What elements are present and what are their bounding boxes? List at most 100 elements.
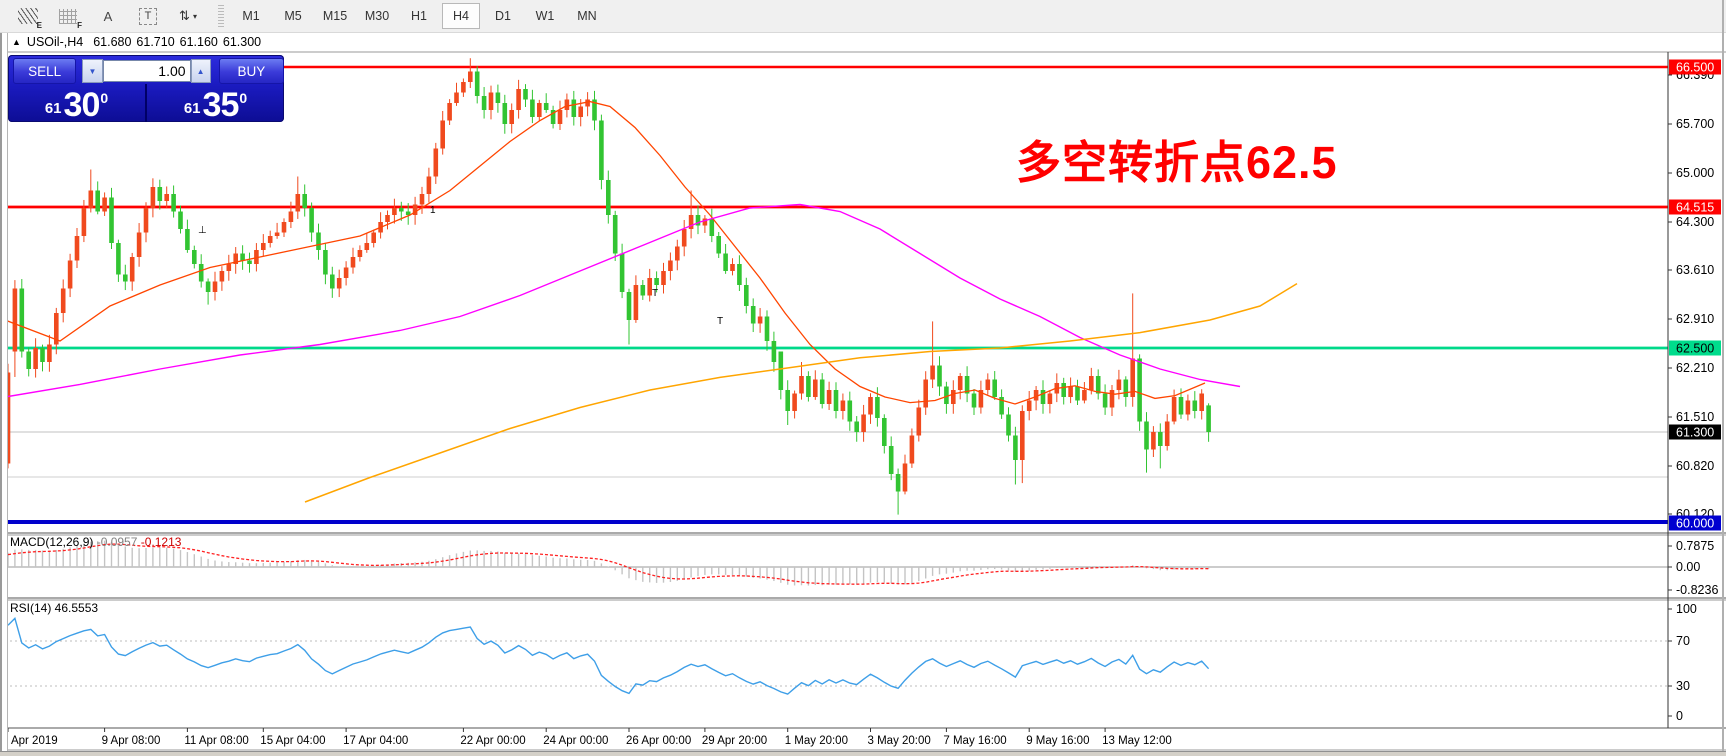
macd-scale-label: 0.00 bbox=[1676, 560, 1700, 574]
price-badge bbox=[1669, 340, 1721, 356]
textbox-icon[interactable]: T bbox=[134, 3, 162, 29]
sell-button[interactable]: SELL bbox=[13, 58, 77, 84]
candle-body bbox=[488, 92, 494, 110]
timeframe-H4[interactable]: H4 bbox=[442, 3, 480, 29]
ma-mid-magenta bbox=[5, 203, 1241, 398]
candle-body bbox=[688, 215, 694, 229]
volume-input[interactable] bbox=[102, 60, 191, 82]
candle-body bbox=[481, 96, 487, 110]
candle-body bbox=[385, 215, 390, 222]
candle-body bbox=[357, 250, 363, 257]
timeframe-M30[interactable]: M30 bbox=[364, 9, 390, 23]
candle-body bbox=[1116, 379, 1122, 390]
candle-body bbox=[875, 397, 880, 418]
candle-body bbox=[336, 278, 342, 289]
candle-body bbox=[840, 400, 846, 411]
buy-price-display[interactable]: 61 35 0 bbox=[147, 84, 284, 122]
price-badge bbox=[1669, 424, 1721, 440]
time-label: 9 Apr 08:00 bbox=[102, 735, 161, 747]
candle-body bbox=[806, 376, 811, 397]
candle-body bbox=[261, 243, 266, 250]
time-label: 11 Apr 08:00 bbox=[184, 735, 248, 747]
candle-body bbox=[930, 365, 935, 380]
candle-body bbox=[854, 421, 859, 432]
candle-body bbox=[1006, 414, 1011, 436]
hatch-e-icon[interactable]: E bbox=[14, 3, 42, 30]
timeframe-MN[interactable]: MN bbox=[577, 9, 597, 23]
chart-title-bar: ▲ USOil-,H4 61.680 61.710 61.160 61.300 bbox=[0, 33, 1726, 51]
volume-decrease-button[interactable]: ▼ bbox=[82, 59, 103, 83]
timeframe-M1[interactable]: M1 bbox=[242, 9, 260, 23]
candle-body bbox=[550, 110, 556, 124]
candle-body bbox=[116, 243, 121, 275]
candle-body bbox=[405, 211, 411, 215]
price-badge bbox=[1669, 59, 1721, 75]
candle-body bbox=[999, 397, 1004, 415]
candle-body bbox=[1013, 435, 1018, 460]
volume-increase-button[interactable]: ▲ bbox=[190, 59, 211, 83]
trade-marker: T bbox=[652, 288, 658, 299]
candle-body bbox=[150, 187, 156, 208]
candle-body bbox=[1047, 393, 1053, 404]
candle-body bbox=[74, 236, 80, 261]
price-tick-label: 64.300 bbox=[1676, 215, 1714, 229]
symbol-arrow-icon: ▲ bbox=[12, 37, 21, 47]
candle-body bbox=[67, 260, 73, 289]
candle-body bbox=[578, 106, 583, 117]
time-label: 1 May 20:00 bbox=[785, 735, 848, 747]
candle-body bbox=[530, 99, 535, 117]
timeframe-W1[interactable]: W1 bbox=[535, 9, 555, 23]
candle-body bbox=[502, 103, 508, 124]
candle-body bbox=[212, 281, 218, 292]
candle-body bbox=[1020, 411, 1025, 460]
grid-f-icon[interactable]: F bbox=[54, 3, 82, 30]
cursor-mode-icon[interactable]: ⇅ ▾ bbox=[179, 8, 197, 23]
candle-body bbox=[143, 208, 149, 233]
candle-body bbox=[392, 208, 397, 215]
candle-body bbox=[1082, 390, 1087, 401]
candle-body bbox=[964, 376, 970, 394]
one-click-trading-panel: SELL ▼ ▲ BUY 61 30 0 61 35 0 bbox=[8, 55, 284, 122]
trade-marker: 1 bbox=[430, 205, 436, 216]
candle-body bbox=[1137, 358, 1142, 422]
candle-body bbox=[1033, 390, 1039, 401]
candle-body bbox=[523, 89, 528, 100]
candle-body bbox=[1164, 421, 1170, 446]
candle-body bbox=[571, 99, 577, 117]
candle-body bbox=[861, 414, 866, 432]
candle-body bbox=[364, 243, 370, 250]
timeframe-D1[interactable]: D1 bbox=[495, 9, 511, 23]
candle-body bbox=[343, 267, 349, 278]
text-a-icon[interactable]: A bbox=[103, 8, 113, 24]
rsi-scale-label: 30 bbox=[1676, 679, 1690, 693]
candle-body bbox=[1040, 390, 1046, 404]
macd-label: MACD(12,26,9) -0.0957 -0.1213 bbox=[10, 535, 182, 549]
candle-body bbox=[88, 190, 94, 208]
buy-button[interactable]: BUY bbox=[218, 58, 284, 84]
candle-body bbox=[509, 110, 514, 124]
timeframe-M5[interactable]: M5 bbox=[284, 9, 302, 23]
price-tick-label: 63.610 bbox=[1676, 263, 1714, 277]
candle-body bbox=[1192, 400, 1198, 411]
candle-body bbox=[640, 285, 646, 296]
candle-body bbox=[937, 365, 942, 387]
macd-scale-label: -0.8236 bbox=[1676, 583, 1718, 597]
timeframe-M15[interactable]: M15 bbox=[322, 9, 348, 23]
toolbar: E F A T ⇅ ▾ M1 M5 M15 M30 H1 H4 D1 W1 MN bbox=[0, 0, 1726, 33]
candle-body bbox=[81, 208, 87, 236]
timeframe-H1[interactable]: H1 bbox=[411, 9, 427, 23]
candle-body bbox=[274, 232, 280, 236]
candle-body bbox=[702, 218, 708, 226]
candle-body bbox=[26, 351, 31, 369]
time-label: 7 May 16:00 bbox=[943, 735, 1006, 747]
candle-body bbox=[288, 211, 294, 222]
chart-annotation-text[interactable]: 多空转折点62.5 bbox=[1016, 137, 1338, 188]
candle-body bbox=[654, 278, 659, 285]
candle-body bbox=[330, 274, 335, 289]
sell-price-display[interactable]: 61 30 0 bbox=[8, 84, 145, 122]
candle-body bbox=[309, 208, 314, 233]
price-badge bbox=[1669, 199, 1721, 215]
time-label: 5 Apr 2019 bbox=[2, 735, 58, 747]
candle-body bbox=[412, 204, 418, 215]
